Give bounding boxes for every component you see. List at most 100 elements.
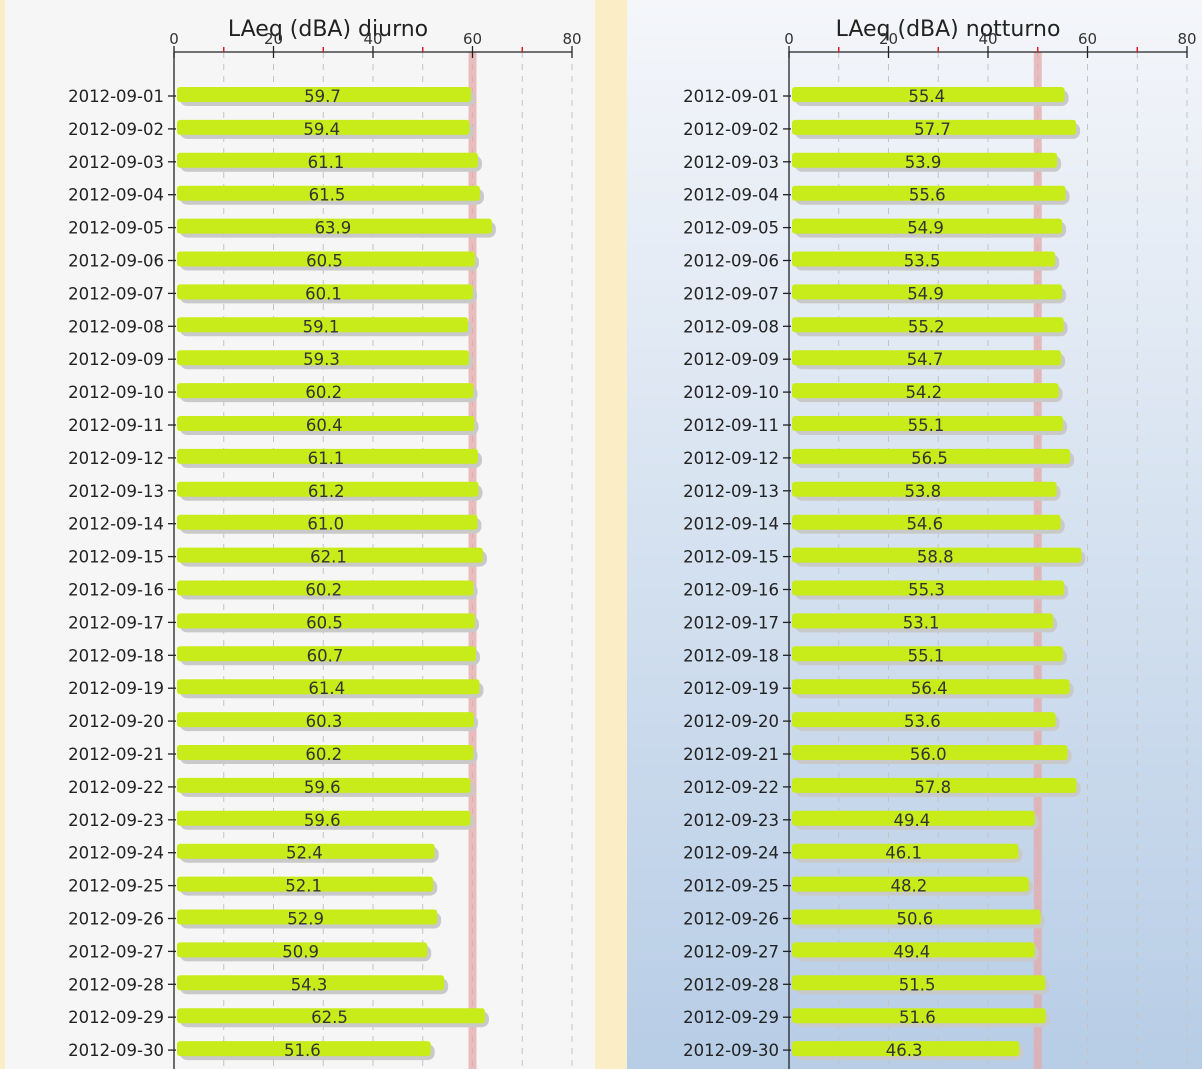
night-bar[interactable] bbox=[792, 1008, 1046, 1024]
day-bar-value-label: 54.3 bbox=[291, 975, 328, 994]
night-bar[interactable] bbox=[792, 185, 1066, 201]
night-bar-value-label: 54.7 bbox=[907, 350, 944, 369]
night-bar[interactable] bbox=[792, 777, 1077, 793]
day-bar[interactable] bbox=[177, 1008, 485, 1024]
day-category-label: 2012-09-03 bbox=[68, 153, 164, 172]
day-bar[interactable] bbox=[177, 745, 474, 760]
day-bar[interactable] bbox=[177, 284, 473, 300]
night-bar[interactable] bbox=[792, 876, 1029, 892]
day-bar[interactable] bbox=[177, 810, 471, 826]
day-category-label: 2012-09-08 bbox=[68, 317, 164, 336]
day-bar[interactable] bbox=[177, 87, 472, 102]
day-category-label: 2012-09-19 bbox=[68, 679, 164, 698]
day-title: LAeq (dBA) diurno bbox=[228, 17, 428, 42]
night-category-label: 2012-09-29 bbox=[683, 1008, 779, 1027]
night-bar-value-label: 54.2 bbox=[905, 383, 942, 402]
night-bar[interactable] bbox=[792, 448, 1071, 464]
night-bar[interactable] bbox=[792, 843, 1019, 859]
night-bar[interactable] bbox=[792, 317, 1064, 333]
night-category-label: 2012-09-10 bbox=[683, 383, 779, 402]
day-bar[interactable] bbox=[177, 777, 471, 793]
day-bar[interactable] bbox=[177, 218, 492, 234]
day-bar-value-label: 60.5 bbox=[306, 613, 343, 632]
day-bar[interactable] bbox=[177, 580, 474, 596]
night-category-label: 2012-09-09 bbox=[683, 350, 779, 369]
day-bar[interactable] bbox=[177, 613, 475, 629]
night-bar[interactable] bbox=[792, 87, 1065, 102]
night-bar[interactable] bbox=[792, 152, 1058, 168]
day-bar[interactable] bbox=[177, 679, 480, 695]
night-category-label: 2012-09-24 bbox=[683, 844, 779, 863]
night-category-label: 2012-09-02 bbox=[683, 120, 779, 139]
night-bar[interactable] bbox=[792, 218, 1063, 234]
night-bar[interactable] bbox=[792, 481, 1057, 497]
day-bar[interactable] bbox=[177, 1041, 431, 1057]
night-bar[interactable] bbox=[792, 679, 1070, 695]
night-bar[interactable] bbox=[792, 416, 1064, 431]
night-bar[interactable] bbox=[792, 613, 1054, 629]
night-bar[interactable] bbox=[792, 580, 1065, 596]
day-bar[interactable] bbox=[177, 942, 428, 958]
night-bar-value-label: 57.8 bbox=[914, 778, 951, 797]
day-bar[interactable] bbox=[177, 909, 438, 925]
night-bar[interactable] bbox=[792, 810, 1035, 826]
night-bar[interactable] bbox=[792, 284, 1063, 300]
night-bar[interactable] bbox=[792, 547, 1082, 563]
day-bar[interactable] bbox=[177, 712, 474, 728]
day-bar[interactable] bbox=[177, 481, 479, 497]
night-bar[interactable] bbox=[792, 942, 1035, 958]
night-bar-value-label: 49.4 bbox=[894, 942, 931, 961]
day-bar[interactable] bbox=[177, 448, 478, 464]
night-bar[interactable] bbox=[792, 745, 1068, 760]
day-bar-value-label: 60.2 bbox=[305, 383, 342, 402]
day-bar[interactable] bbox=[177, 547, 483, 563]
night-bar-value-label: 56.4 bbox=[911, 679, 948, 698]
night-category-label: 2012-09-25 bbox=[683, 877, 779, 896]
night-category-label: 2012-09-01 bbox=[683, 87, 779, 106]
day-bar[interactable] bbox=[177, 876, 434, 892]
day-bar[interactable] bbox=[177, 152, 478, 168]
night-category-label: 2012-09-08 bbox=[683, 317, 779, 336]
day-bar[interactable] bbox=[177, 317, 469, 333]
night-bar[interactable] bbox=[792, 646, 1064, 662]
day-bar-value-label: 60.2 bbox=[305, 581, 342, 600]
night-bar[interactable] bbox=[792, 1041, 1020, 1057]
night-bar-value-label: 53.1 bbox=[903, 613, 940, 632]
day-bar-value-label: 59.4 bbox=[303, 120, 340, 139]
night-bar[interactable] bbox=[792, 119, 1077, 135]
day-bar[interactable] bbox=[177, 185, 480, 201]
night-bar[interactable] bbox=[792, 383, 1059, 399]
night-bar-value-label: 55.1 bbox=[908, 416, 945, 435]
day-category-label: 2012-09-29 bbox=[68, 1008, 164, 1027]
day-bar[interactable] bbox=[177, 119, 470, 135]
day-bar[interactable] bbox=[177, 975, 445, 991]
day-bar-value-label: 60.3 bbox=[306, 712, 343, 731]
day-bar[interactable] bbox=[177, 416, 475, 431]
night-category-label: 2012-09-23 bbox=[683, 811, 779, 830]
day-category-label: 2012-09-21 bbox=[68, 745, 164, 764]
day-bar[interactable] bbox=[177, 350, 470, 366]
day-category-label: 2012-09-30 bbox=[68, 1041, 164, 1060]
day-category-label: 2012-09-23 bbox=[68, 811, 164, 830]
day-category-label: 2012-09-06 bbox=[68, 252, 164, 271]
night-bar[interactable] bbox=[792, 909, 1041, 925]
day-bar[interactable] bbox=[177, 646, 476, 662]
day-category-label: 2012-09-13 bbox=[68, 482, 164, 501]
day-bar-value-label: 61.4 bbox=[308, 679, 345, 698]
day-bar[interactable] bbox=[177, 514, 478, 530]
night-bar-value-label: 50.6 bbox=[896, 910, 933, 929]
day-category-label: 2012-09-07 bbox=[68, 284, 164, 303]
day-bar-value-label: 59.6 bbox=[304, 811, 341, 830]
night-bar[interactable] bbox=[792, 712, 1056, 728]
night-x-tick-label: 20 bbox=[879, 30, 898, 48]
day-bar[interactable] bbox=[177, 843, 435, 859]
night-bar[interactable] bbox=[792, 514, 1061, 530]
night-bar[interactable] bbox=[792, 350, 1062, 366]
night-bar-value-label: 55.6 bbox=[909, 186, 946, 205]
day-bar[interactable] bbox=[177, 383, 474, 399]
day-category-label: 2012-09-17 bbox=[68, 613, 164, 632]
night-bar-value-label: 54.6 bbox=[906, 515, 943, 534]
day-bar[interactable] bbox=[177, 251, 475, 267]
night-bar[interactable] bbox=[792, 975, 1046, 991]
night-bar[interactable] bbox=[792, 251, 1056, 267]
